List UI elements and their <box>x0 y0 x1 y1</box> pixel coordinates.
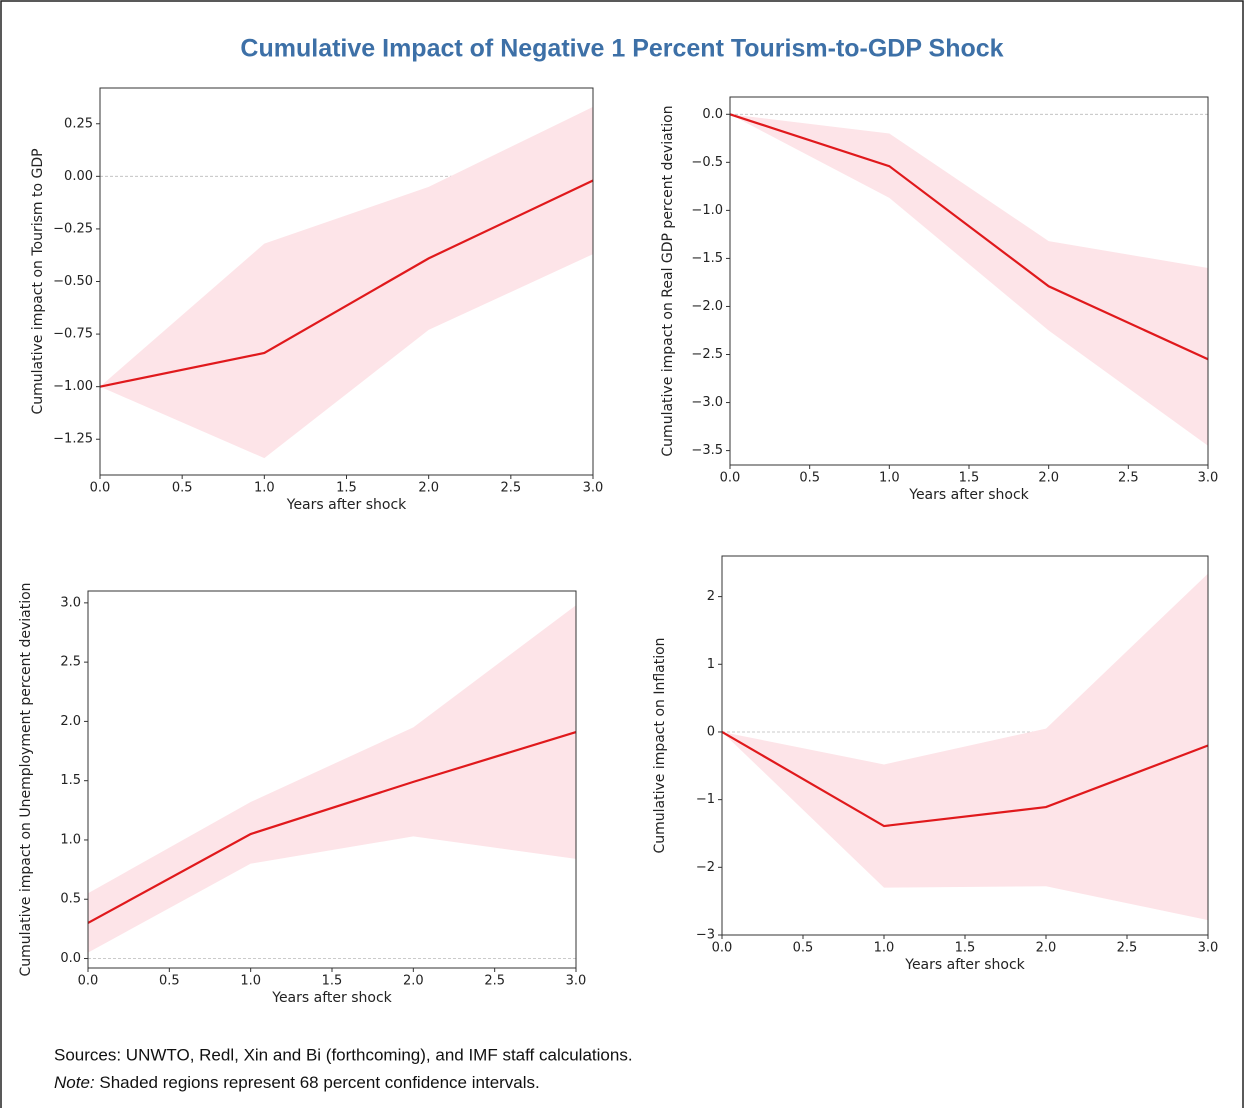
x-tick-label: 2.5 <box>1118 471 1139 486</box>
y-tick-label: −1.25 <box>53 432 93 447</box>
y-axis-label: Cumulative impact on Real GDP percent de… <box>660 105 676 456</box>
y-tick-label: −0.75 <box>53 327 93 342</box>
y-tick-label: 0 <box>707 724 715 739</box>
line <box>721 731 1209 828</box>
y-tick-label: 0.5 <box>60 892 81 907</box>
x-tick-label: 1.5 <box>336 481 357 496</box>
x-tick-label: 0.0 <box>78 974 99 989</box>
y-axis-label: Cumulative impact on Inflation <box>652 637 668 853</box>
x-tick-label: 1.0 <box>874 941 895 956</box>
y-axis-label: Cumulative impact on Tourism to GDP <box>30 148 46 414</box>
x-tick-label: 0.5 <box>793 941 814 956</box>
y-tick-label: 1 <box>707 657 715 672</box>
y-tick-label: −3.5 <box>691 443 723 458</box>
y-tick-label: 0.0 <box>702 107 723 122</box>
x-tick-label: 3.0 <box>1198 471 1219 486</box>
panel: 0.0 0.5 1.0 1.5 2.0 2.5 3.0 −1.25 −1.00 −0.75 −0.5… <box>30 87 604 513</box>
y-tick-label: 2 <box>707 589 715 604</box>
y-tick-label: −3.0 <box>691 395 723 410</box>
x-tick-label: 1.5 <box>322 974 343 989</box>
x-tick-label: 2.0 <box>1038 471 1059 486</box>
x-tick-label: 0.5 <box>799 471 820 486</box>
x-tick-label: 0.0 <box>90 481 111 496</box>
x-tick-label: 2.5 <box>1117 941 1138 956</box>
y-tick-label: 0.00 <box>64 169 93 184</box>
y-tick-label: −0.50 <box>53 274 93 289</box>
x-axis-label: Years after shock <box>908 487 1029 503</box>
y-tick-label: 0.25 <box>64 116 93 131</box>
y-tick-label: −0.5 <box>691 155 723 170</box>
y-tick-label: 1.0 <box>60 832 81 847</box>
x-tick-label: 0.0 <box>712 941 733 956</box>
x-tick-label: 0.0 <box>720 471 741 486</box>
panel: 0.0 0.5 1.0 1.5 2.0 2.5 3.0 −3.5 −3.0 −2.5 −2.0 −1.… <box>660 96 1219 503</box>
x-axis-label: Years after shock <box>286 497 407 513</box>
y-tick-label: −0.25 <box>53 221 93 236</box>
y-tick-label: −1.5 <box>691 251 723 266</box>
line <box>729 113 1209 361</box>
line <box>87 731 577 924</box>
confidence-band <box>88 605 576 953</box>
x-tick-label: 2.0 <box>418 481 439 496</box>
panel: 0.0 0.5 1.0 1.5 2.0 2.5 3.0 −3 −2 −1 0 1 2 Years afte… <box>652 555 1219 973</box>
note-label: Note: <box>54 1073 95 1092</box>
figure-title: Cumulative Impact of Negative 1 Percent … <box>240 35 1003 63</box>
y-tick-label: −2 <box>696 860 715 875</box>
x-tick-label: 2.0 <box>1036 941 1057 956</box>
x-tick-label: 3.0 <box>583 481 604 496</box>
confidence-band <box>100 106 593 459</box>
y-tick-label: −1 <box>696 792 715 807</box>
confidence-band <box>722 573 1208 921</box>
y-tick-label: 1.5 <box>60 773 81 788</box>
y-tick-label: 2.5 <box>60 655 81 670</box>
x-tick-label: 1.5 <box>959 471 980 486</box>
x-tick-label: 1.0 <box>879 471 900 486</box>
y-tick-label: −2.0 <box>691 299 723 314</box>
x-axis-label: Years after shock <box>271 990 392 1006</box>
x-tick-label: 1.5 <box>955 941 976 956</box>
x-tick-label: 0.5 <box>159 974 180 989</box>
x-tick-label: 2.5 <box>484 974 505 989</box>
y-tick-label: −3 <box>696 928 715 943</box>
y-tick-label: −1.0 <box>691 203 723 218</box>
y-axis-label: Cumulative impact on Unemployment percen… <box>18 582 34 976</box>
y-tick-label: −1.00 <box>53 379 93 394</box>
panel: 0.0 0.5 1.0 1.5 2.0 2.5 3.0 0.0 0.5 1.0 1.5 2.0 2.5 3… <box>18 582 586 1006</box>
x-tick-label: 3.0 <box>1198 941 1219 956</box>
note-text: Shaded regions represent 68 percent conf… <box>99 1073 539 1092</box>
x-tick-label: 1.0 <box>240 974 261 989</box>
y-tick-label: 0.0 <box>60 951 81 966</box>
confidence-band <box>730 114 1208 446</box>
x-tick-label: 3.0 <box>566 974 587 989</box>
line <box>99 179 594 388</box>
y-tick-label: −2.5 <box>691 347 723 362</box>
x-axis-label: Years after shock <box>904 957 1025 973</box>
x-tick-label: 2.5 <box>500 481 521 496</box>
sources: Sources: UNWTO, Redl, Xin and Bi (forthc… <box>54 1045 633 1064</box>
note: Note: Shaded regions represent 68 percen… <box>54 1073 540 1092</box>
y-tick-label: 3.0 <box>60 595 81 610</box>
x-tick-label: 2.0 <box>403 974 424 989</box>
x-tick-label: 0.5 <box>172 481 193 496</box>
y-tick-label: 2.0 <box>60 714 81 729</box>
x-tick-label: 1.0 <box>254 481 275 496</box>
